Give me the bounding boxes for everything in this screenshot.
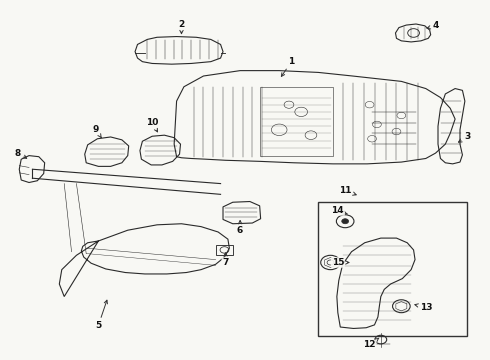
Text: 7: 7: [222, 253, 229, 267]
Text: 9: 9: [93, 125, 101, 138]
Text: 6: 6: [237, 221, 243, 235]
Bar: [318, 202, 467, 336]
Text: 5: 5: [95, 300, 107, 330]
Text: 10: 10: [146, 118, 158, 132]
Text: 3: 3: [459, 132, 470, 142]
Circle shape: [342, 219, 348, 224]
Text: 12: 12: [364, 338, 379, 350]
Text: 15: 15: [332, 258, 349, 267]
Text: 2: 2: [178, 19, 185, 34]
Text: 8: 8: [15, 149, 26, 158]
Text: 1: 1: [281, 57, 294, 76]
Text: 13: 13: [415, 303, 432, 312]
Text: 11: 11: [339, 186, 356, 195]
Text: 4: 4: [427, 21, 439, 30]
Bar: [216, 244, 233, 255]
Text: 14: 14: [332, 206, 347, 215]
